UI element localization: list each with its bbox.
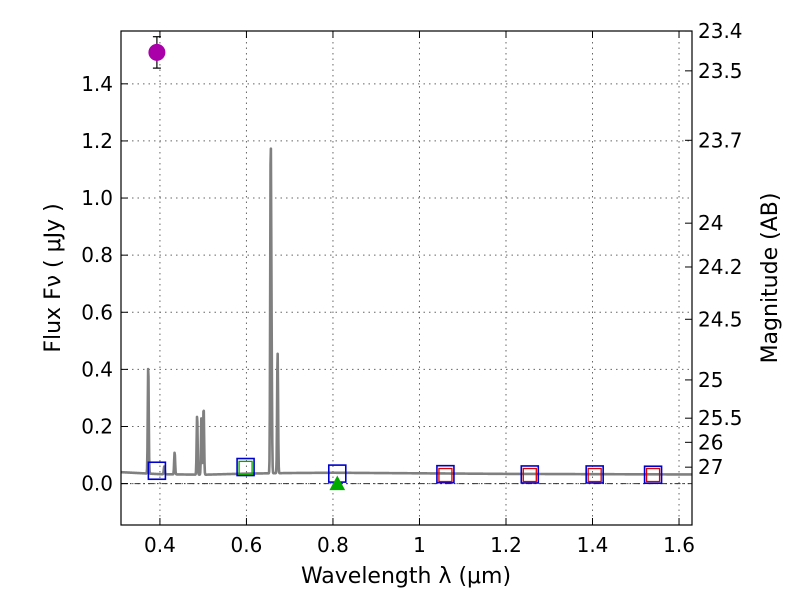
- detection-point: [148, 43, 166, 61]
- x-tick-label: 1.6: [663, 533, 695, 557]
- grid: [121, 31, 692, 525]
- y-tick-label: 0.6: [81, 300, 113, 324]
- x-tick-label: 0.4: [144, 533, 176, 557]
- mag-tick-label: 24.2: [698, 255, 743, 279]
- spectrum-line: [120, 147, 693, 476]
- y-tick-label: 0.4: [81, 357, 113, 381]
- y-axis-label: Flux Fν ( μJy ): [41, 203, 66, 352]
- photometry-square: [236, 457, 255, 477]
- photometry-square: [585, 465, 604, 484]
- upper-limit-triangle: [329, 475, 346, 491]
- photometry-square: [238, 460, 253, 476]
- photometry-markers: [147, 36, 663, 491]
- mag-tick-label: 24.5: [698, 307, 743, 331]
- photometry-square: [587, 467, 602, 483]
- photometry-square: [645, 467, 661, 483]
- photometry-square: [438, 467, 453, 483]
- y-tick-label: 1.4: [81, 72, 113, 96]
- mag-tick-label: 26: [698, 430, 723, 454]
- y-tick-label: 1.0: [81, 186, 113, 210]
- photometry-square: [147, 461, 167, 481]
- y-tick-label: 0.2: [81, 414, 113, 438]
- y-tick-label: 0.0: [81, 472, 113, 496]
- x-tick-label: 1.4: [577, 533, 609, 557]
- model-spectrum: [120, 147, 693, 476]
- photometry-square: [643, 465, 663, 485]
- right-axis-label: Magnitude (AB): [758, 193, 783, 364]
- mag-tick-label: 25.5: [698, 406, 743, 430]
- x-tick-label: 1.2: [490, 533, 522, 557]
- x-axis-label: Wavelength λ (μm): [301, 564, 511, 589]
- mag-tick-label: 27: [698, 455, 723, 479]
- photometry-square: [436, 464, 455, 484]
- photometry-square: [520, 465, 540, 484]
- mag-tick-label: 23.4: [698, 19, 743, 43]
- x-tick-label: 0.6: [231, 533, 263, 557]
- x-tick-label: 0.8: [317, 533, 349, 557]
- plot-frame: [120, 30, 693, 526]
- mag-tick-label: 23.5: [698, 59, 743, 83]
- y-tick-label: 0.8: [81, 243, 113, 267]
- mag-tick-label: 25: [698, 368, 723, 392]
- y-axis-ticks: 0.0 0.2 0.4 0.6 0.8 1.0 1.2 1.4: [81, 72, 128, 496]
- mag-tick-label: 23.7: [698, 128, 743, 152]
- y-tick-label: 1.2: [81, 129, 113, 153]
- x-tick-label: 1: [413, 533, 426, 557]
- photometry-square: [522, 467, 537, 483]
- mag-tick-label: 24: [698, 211, 723, 235]
- x-axis-ticks: 0.4 0.6 0.8 1 1.2 1.4 1.6: [144, 31, 695, 557]
